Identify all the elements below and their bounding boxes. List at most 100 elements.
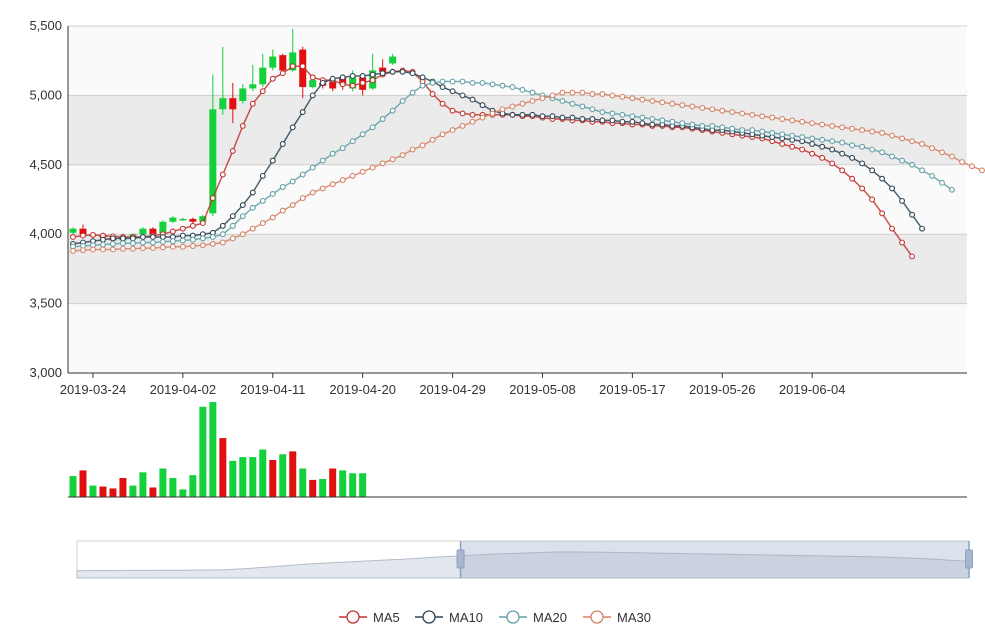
candle[interactable] bbox=[389, 53, 397, 65]
volume-bar bbox=[179, 489, 187, 497]
ma-point bbox=[439, 84, 446, 91]
ma-point bbox=[389, 68, 396, 75]
legend-item-ma30[interactable]: MA30 bbox=[583, 610, 651, 625]
candle-body bbox=[199, 216, 207, 222]
candle[interactable] bbox=[179, 217, 187, 222]
ma-point bbox=[919, 141, 925, 147]
candle[interactable] bbox=[309, 78, 317, 89]
ma-point bbox=[809, 120, 816, 127]
ma-point bbox=[549, 113, 556, 120]
candle-body bbox=[139, 228, 147, 235]
ma-point bbox=[859, 160, 866, 167]
ma-point bbox=[369, 124, 376, 131]
ma-point bbox=[169, 238, 176, 245]
data-zoom-slider[interactable] bbox=[76, 540, 973, 579]
candle-body bbox=[179, 218, 187, 221]
candle[interactable] bbox=[229, 82, 237, 124]
volume-bar bbox=[199, 406, 207, 497]
ma-point bbox=[889, 225, 896, 232]
ma-point bbox=[129, 240, 136, 247]
ma-point bbox=[219, 231, 226, 238]
ma-point bbox=[459, 78, 466, 85]
ma-point bbox=[349, 138, 356, 145]
x-tick-label: 2019-04-02 bbox=[150, 382, 217, 397]
legend-item-ma20[interactable]: MA20 bbox=[499, 610, 567, 625]
ma-point bbox=[319, 79, 326, 86]
navigator-handle-left[interactable] bbox=[456, 541, 465, 578]
ma-point bbox=[209, 234, 216, 240]
candle[interactable] bbox=[189, 217, 197, 224]
ma-point bbox=[389, 107, 396, 114]
volume-bar bbox=[229, 460, 237, 497]
ma-point bbox=[789, 132, 796, 139]
ma-point bbox=[619, 111, 626, 118]
ma-point bbox=[309, 74, 316, 81]
volume-bar bbox=[319, 478, 327, 497]
legend-item-ma10[interactable]: MA10 bbox=[415, 610, 483, 625]
ma-point bbox=[409, 70, 416, 77]
legend[interactable]: MA5 MA10 MA20 MA30 bbox=[339, 610, 651, 625]
volume-bars[interactable] bbox=[68, 402, 967, 498]
legend-item-ma5[interactable]: MA5 bbox=[339, 610, 400, 625]
ma-point bbox=[799, 134, 806, 140]
candle-body bbox=[79, 228, 87, 235]
ma-point bbox=[599, 117, 606, 124]
ma-series-ma30[interactable] bbox=[70, 89, 985, 254]
navigator-handle-right[interactable] bbox=[965, 541, 973, 578]
ma-point bbox=[739, 127, 746, 134]
ma-point bbox=[579, 103, 586, 110]
candle[interactable] bbox=[259, 53, 267, 88]
ma-point bbox=[949, 153, 955, 160]
ma-point bbox=[829, 146, 836, 153]
ma-point bbox=[729, 125, 736, 132]
ma-point bbox=[479, 102, 486, 109]
ma-point bbox=[649, 116, 656, 122]
ma-point bbox=[70, 234, 76, 240]
ma-point bbox=[789, 143, 796, 150]
candle[interactable] bbox=[219, 46, 227, 115]
ma-point bbox=[829, 122, 836, 129]
navigator-selection[interactable] bbox=[460, 541, 969, 578]
ma-point bbox=[339, 177, 346, 184]
ma-point bbox=[289, 124, 296, 131]
candle[interactable] bbox=[249, 64, 257, 92]
ma-point bbox=[309, 92, 316, 99]
candle[interactable] bbox=[169, 216, 177, 224]
ma-point bbox=[149, 234, 156, 240]
ma-point bbox=[769, 129, 776, 136]
ma-point bbox=[749, 127, 756, 134]
candle-body bbox=[239, 88, 247, 101]
ma-point bbox=[519, 100, 526, 107]
ma-point bbox=[879, 175, 886, 182]
ma-point bbox=[609, 92, 616, 99]
ma-point bbox=[139, 245, 146, 252]
ma-point bbox=[80, 232, 86, 239]
ma-point bbox=[649, 98, 656, 104]
ma-point bbox=[569, 114, 576, 121]
moving-average-lines[interactable] bbox=[70, 63, 985, 260]
ma-point bbox=[739, 110, 746, 117]
ma-point bbox=[229, 235, 236, 242]
ma-point bbox=[109, 246, 116, 253]
ma-point bbox=[219, 171, 226, 178]
ma-point bbox=[139, 239, 146, 246]
candle[interactable] bbox=[239, 84, 247, 104]
ma-series-ma20[interactable] bbox=[70, 78, 955, 250]
ma-point bbox=[329, 181, 336, 188]
legend-marker bbox=[590, 610, 604, 624]
ma-point bbox=[229, 147, 236, 154]
ma-point bbox=[899, 157, 906, 164]
candle[interactable] bbox=[269, 49, 277, 71]
ma-point bbox=[819, 136, 826, 143]
ma-point bbox=[809, 150, 816, 157]
ma-point bbox=[559, 98, 566, 104]
candle[interactable] bbox=[209, 74, 217, 217]
volume-bar bbox=[149, 487, 157, 497]
candle[interactable] bbox=[279, 53, 287, 72]
ma-point bbox=[229, 213, 236, 220]
ma-point bbox=[269, 214, 276, 221]
ma-point bbox=[569, 89, 576, 96]
ma-point bbox=[559, 89, 566, 96]
navigator-overview bbox=[76, 551, 970, 579]
volume-bar bbox=[189, 475, 197, 497]
